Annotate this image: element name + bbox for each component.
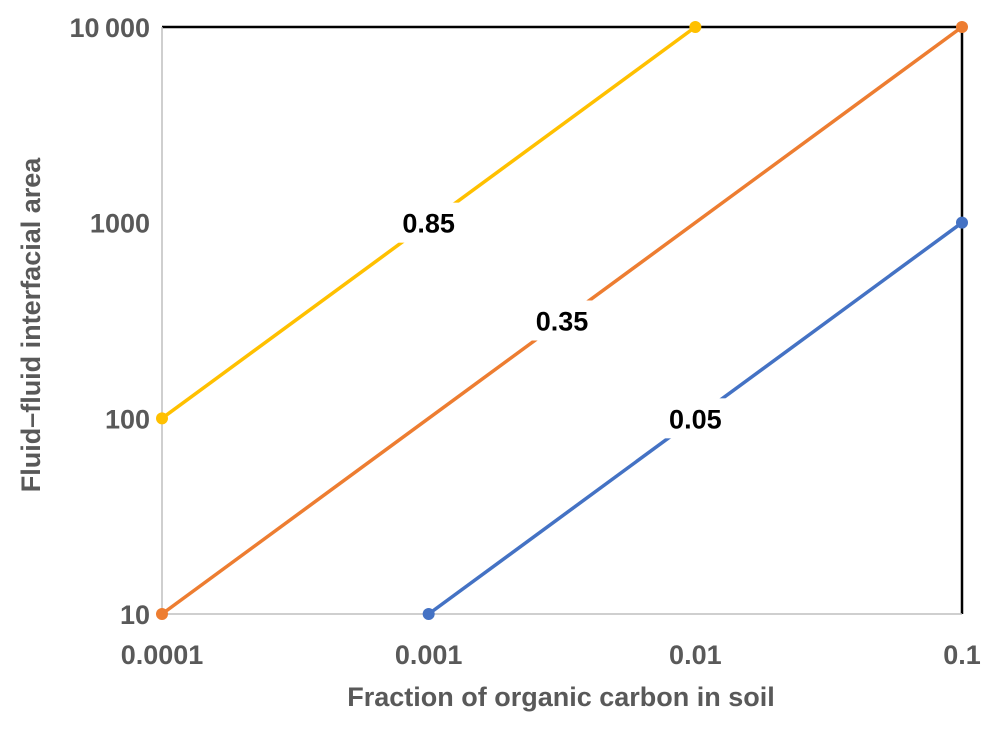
data-point [956,21,968,33]
x-tick-label: 0.1 [943,640,981,670]
data-point [156,608,168,620]
label-background [390,202,467,243]
y-axis-title: Fluid–fluid interfacial area [16,157,46,493]
data-point [956,216,968,229]
series-0.85: 0.85 [156,21,702,425]
data-point [689,21,702,33]
label-background [524,300,600,341]
series-label: 0.85 [402,209,455,239]
x-tick-label: 0.001 [395,640,463,670]
data-point [422,608,435,620]
series-label: 0.05 [669,404,722,434]
y-tick-label: 10 [120,600,150,630]
data-point [156,412,168,425]
y-tick-label: 100 [105,404,150,434]
y-tick-label: 1000 [90,209,150,239]
x-tick-label: 0.01 [669,640,722,670]
series-0.35: 0.35 [156,21,968,620]
series-0.05: 0.05 [422,216,968,620]
x-axis-title: Fraction of organic carbon in soil [347,682,775,712]
series-label: 0.35 [536,307,589,337]
x-tick-label: 0.0001 [121,640,204,670]
label-background [657,398,734,439]
y-tick-label: 10 000 [70,13,151,43]
